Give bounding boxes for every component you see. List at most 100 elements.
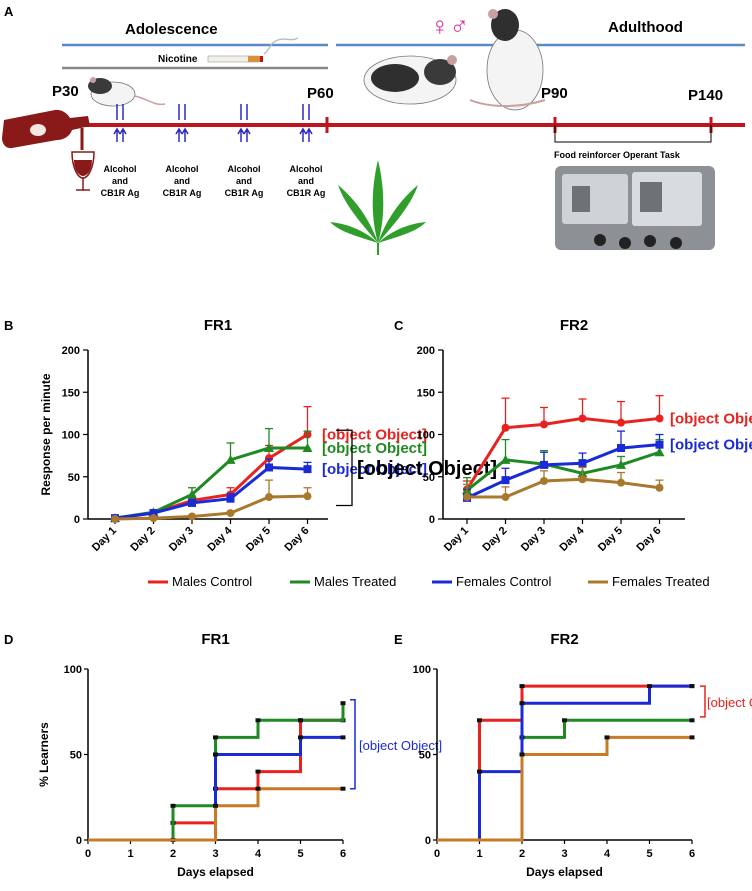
step-line: [88, 787, 343, 842]
data-point: [265, 454, 273, 463]
y-tick-label: 0: [425, 835, 431, 847]
chart-title: FR1: [201, 631, 229, 648]
data-point: [303, 492, 312, 501]
treatment-1-line3: CB1R Ag: [101, 188, 140, 198]
significance-marker: [object Object]: [322, 440, 427, 457]
panel-a: A Adolescence Adulthood ♀♂ Nicotine: [2, 4, 745, 255]
significance-marker: [object Object]: [670, 410, 752, 427]
data-point: [540, 460, 548, 469]
data-point: [303, 465, 312, 474]
y-tick-label: 150: [417, 387, 435, 399]
treatment-marker-1: Alcohol and CB1R Ag: [101, 104, 140, 198]
legend-label: Males Control: [172, 574, 252, 589]
series-males-control: [111, 405, 312, 523]
data-point: [463, 493, 471, 502]
chart-title: FR2: [550, 631, 578, 648]
step-line: [437, 735, 692, 842]
significance-bracket: [350, 699, 356, 790]
censor-tick: [562, 718, 567, 723]
data-point: [578, 414, 587, 423]
step-line: [437, 684, 692, 842]
series-females-control: [437, 684, 695, 842]
data-point: [265, 493, 273, 502]
series-females-treated: [463, 466, 664, 502]
p30-label: P30: [52, 83, 79, 100]
x-tick-label: Day 2: [480, 525, 509, 554]
censor-tick: [255, 786, 261, 791]
treatment-2-line2: and: [174, 176, 190, 186]
x-tick-label: Day 5: [596, 525, 625, 554]
x-axis-label: Days elapsed: [526, 865, 603, 879]
data-point: [264, 443, 274, 453]
x-tick-label: 5: [297, 848, 303, 860]
adolescence-label: Adolescence: [125, 21, 218, 38]
censor-tick: [170, 803, 176, 808]
y-tick-label: 50: [68, 472, 80, 484]
treatment-1-line2: and: [112, 176, 128, 186]
x-tick-label: Day 4: [205, 524, 235, 554]
series-line: [465, 416, 660, 491]
treatment-2-line3: CB1R Ag: [163, 188, 202, 198]
data-point: [265, 463, 273, 472]
censor-tick: [519, 684, 525, 689]
censor-tick: [213, 803, 218, 808]
x-tick-label: 6: [689, 848, 695, 860]
operant-bracket: [554, 125, 712, 143]
censor-tick: [298, 718, 303, 723]
data-point: [540, 476, 548, 485]
data-point: [149, 514, 158, 523]
data-point: [188, 512, 196, 521]
series-line: [114, 465, 308, 520]
legend-label: Females Control: [456, 574, 551, 589]
y-tick-label: 200: [417, 345, 435, 357]
y-axis-label: % Learners: [37, 722, 51, 787]
p90-label: P90: [541, 85, 568, 102]
series-line: [466, 443, 660, 500]
data-point: [501, 423, 510, 432]
data-point: [226, 494, 235, 503]
data-point: [654, 447, 665, 457]
series-females-control: [111, 458, 312, 523]
data-point: [501, 493, 510, 502]
chart-c-fr2: FR2 0 50 100 150 200 Day 1 Day 2 Day 3 Day 4 Day 5…: [417, 317, 752, 554]
data-point: [655, 483, 664, 492]
x-tick-label: Day 6: [634, 525, 663, 554]
treatment-4-line2: and: [298, 176, 314, 186]
censor-tick: [213, 752, 218, 757]
data-point: [500, 454, 511, 464]
x-tick-label: 5: [646, 848, 652, 860]
treatment-3-line2: and: [236, 176, 252, 186]
data-point: [617, 444, 625, 453]
y-tick-label: 100: [62, 430, 80, 442]
x-tick-label: Day 1: [442, 525, 471, 554]
y-tick-label: 50: [419, 750, 431, 762]
y-axis-label: Response per minute: [39, 373, 53, 495]
series-males-treated: [110, 427, 313, 523]
x-axis-label: Days elapsed: [177, 865, 254, 879]
legend-item: Females Control: [432, 574, 551, 589]
x-tick-label: 3: [561, 848, 567, 860]
x-tick-label: Day 3: [519, 525, 548, 554]
chart-title: FR1: [204, 317, 232, 334]
x-tick-label: 0: [85, 848, 91, 860]
cigarette-icon: [207, 37, 299, 63]
data-point: [225, 454, 236, 464]
y-tick-label: 0: [74, 514, 80, 526]
data-point: [655, 414, 664, 423]
x-tick-label: Day 3: [167, 525, 196, 554]
nicotine-label: Nicotine: [158, 54, 198, 65]
p140-label: P140: [688, 87, 723, 104]
censor-tick: [477, 769, 482, 774]
censor-tick: [689, 718, 695, 723]
x-tick-label: Day 2: [128, 525, 157, 554]
data-point: [187, 489, 197, 499]
y-tick-label: 150: [62, 387, 80, 399]
censor-tick: [519, 752, 525, 757]
treatment-4-line1: Alcohol: [290, 164, 323, 174]
step-line: [88, 703, 345, 842]
data-point: [188, 498, 196, 507]
chart-d-fr1: FR1 0 1 2 3 4 5 6 0 50 100 Days elapsed % Learners [o…: [37, 631, 442, 879]
adult-rats-icon: [363, 9, 546, 111]
treatment-marker-3: Alcohol and CB1R Ag: [225, 104, 263, 198]
data-point: [501, 476, 510, 485]
